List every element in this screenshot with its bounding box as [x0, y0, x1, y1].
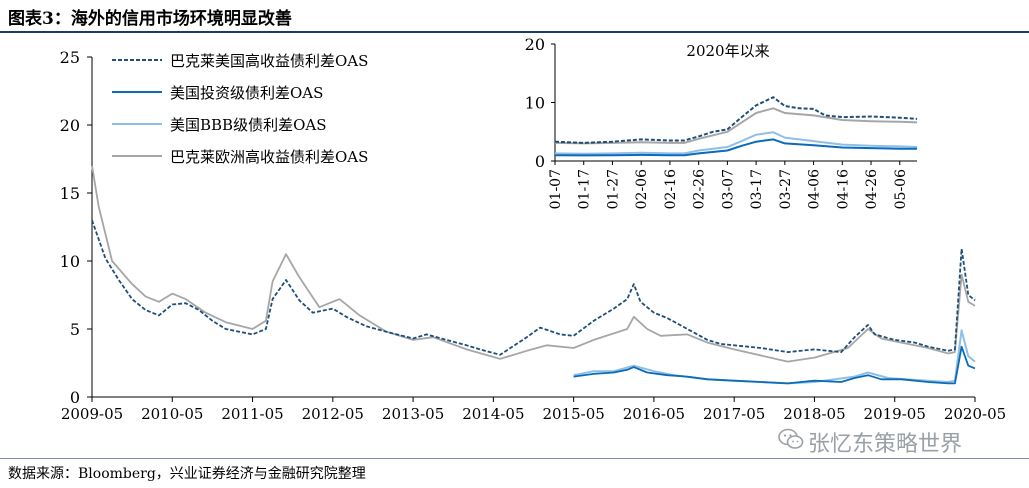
figure-title: 图表3：海外的信用市场环境明显改善	[8, 9, 292, 29]
inset-x-tick-label: 02-16	[663, 169, 679, 209]
series-line-us-hy	[91, 219, 976, 356]
x-tick-label: 2020-05	[944, 405, 1006, 423]
title-rule	[0, 31, 1029, 33]
legend-label-us-bbb: 美国BBB级债利差OAS	[170, 116, 326, 134]
wechat-icon	[778, 428, 804, 449]
x-tick-label: 2013-05	[382, 405, 444, 423]
inset-x-tick-label: 04-06	[807, 169, 823, 209]
legend-label-eu-hy: 巴克莱欧洲高收益债利差OAS	[170, 148, 368, 166]
inset-y-tick-label: 10	[525, 94, 545, 113]
inset-series-line-us-ig	[554, 138, 917, 157]
y-tick-label: 5	[70, 320, 80, 339]
x-tick-label: 2018-05	[783, 405, 845, 423]
x-tick-label: 2010-05	[141, 405, 203, 423]
x-tick-label: 2012-05	[302, 405, 364, 423]
credit-spread-chart: 0 5 10 15 20 25 2009-05 2010-05 2011-05 2012-05 20…	[60, 35, 1007, 423]
y-tick-label: 10	[60, 252, 80, 271]
inset-x-tick-label: 01-27	[605, 169, 621, 209]
inset-x-tick-label: 01-07	[548, 169, 564, 209]
inset-x-tick-label: 03-17	[749, 169, 765, 209]
inset-x-tick-label: 04-16	[835, 169, 851, 209]
legend-label-us-ig: 美国投资级债利差OAS	[170, 84, 323, 102]
inset-series-line-eu-hy	[554, 107, 918, 145]
inset-x-tick-label: 03-27	[778, 169, 794, 209]
inset-title: 2020年以来	[686, 42, 769, 60]
series-line-us-bbb	[573, 329, 976, 385]
x-tick-label: 2014-05	[462, 405, 524, 423]
legend: 巴克莱美国高收益债利差OAS 美国投资级债利差OAS 美国BBB级债利差OAS 巴克莱…	[112, 52, 368, 166]
inset-y-tick-label: 20	[525, 35, 545, 54]
y-tick-label: 25	[60, 48, 80, 67]
inset-y-tick-label: 0	[535, 152, 545, 171]
inset-x-tick-label: 05-06	[893, 169, 909, 209]
x-tick-label: 2019-05	[864, 405, 926, 423]
inset-plot: 2020年以来 0 10 20 01-07 01-17 01-27 02-06 02-16 02-…	[525, 35, 918, 209]
x-tick-label: 2011-05	[221, 405, 283, 423]
main-plot: 0 5 10 15 20 25 2009-05 2010-05 2011-05 2012-05 20…	[60, 48, 1007, 423]
inset-x-tick-label: 02-26	[692, 169, 708, 209]
legend-label-us-hy: 巴克莱美国高收益债利差OAS	[170, 52, 368, 70]
inset-x-tick-label: 04-26	[864, 169, 880, 209]
inset-x-tick-label: 01-17	[577, 169, 593, 209]
x-tick-label: 2015-05	[542, 405, 604, 423]
x-tick-label: 2016-05	[623, 405, 685, 423]
y-tick-label: 0	[70, 388, 80, 407]
inset-x-tick-label: 02-06	[634, 169, 650, 209]
x-tick-label: 2009-05	[61, 405, 123, 423]
inset-series-line-us-bbb	[554, 131, 918, 155]
watermark: 张忆东策略世界	[808, 432, 963, 457]
inset-series-line-us-hy	[554, 96, 918, 144]
source-note: 数据来源：Bloomberg，兴业证券经济与金融研究院整理	[8, 466, 366, 482]
x-tick-label: 2017-05	[703, 405, 765, 423]
y-tick-label: 15	[60, 184, 80, 203]
series-line-us-ig	[573, 345, 976, 385]
source-rule	[0, 458, 1029, 459]
y-tick-label: 20	[60, 116, 80, 135]
inset-x-tick-label: 03-07	[720, 169, 736, 209]
